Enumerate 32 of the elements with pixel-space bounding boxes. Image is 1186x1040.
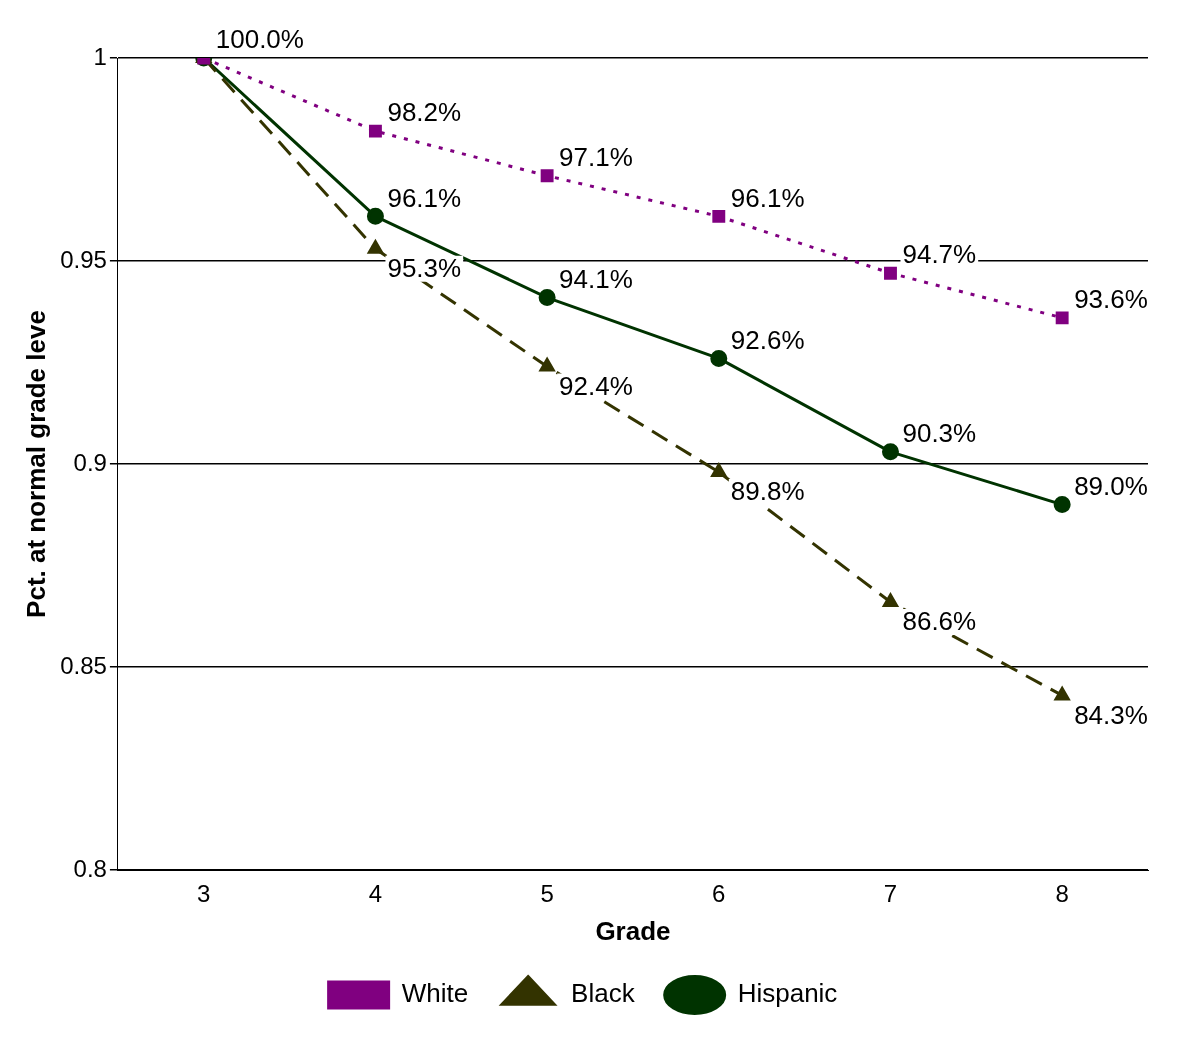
data-label: 92.6% — [730, 324, 805, 355]
x-tick-label: 8 — [1055, 880, 1069, 908]
y-tick-label: 0.9 — [73, 448, 107, 476]
data-label: 97.1% — [559, 141, 633, 172]
legend-label: Hispanic — [737, 978, 838, 1009]
data-label: 96.1% — [387, 182, 462, 213]
x-tick-label: 4 — [368, 880, 383, 908]
x-tick-label: 7 — [883, 880, 898, 908]
y-tick-label: 0.8 — [73, 854, 107, 882]
data-label: 93.6% — [1074, 284, 1148, 315]
data-label: 94.1% — [559, 263, 633, 294]
data-label: 95.3% — [387, 252, 462, 283]
legend-label: Black — [571, 978, 636, 1009]
data-label: 89.0% — [1074, 470, 1148, 501]
y-axis-title: Pct. at normal grade leve — [20, 310, 51, 618]
x-tick-label: 3 — [197, 880, 211, 908]
data-label: 96.1% — [730, 182, 805, 213]
data-label: 94.7% — [902, 239, 977, 270]
x-tick-label: 6 — [712, 880, 726, 908]
data-label: 92.4% — [559, 370, 633, 401]
data-label: 89.8% — [730, 476, 805, 507]
x-axis-title: Grade — [595, 915, 671, 946]
y-tick-label: 1 — [93, 42, 107, 70]
data-label: 98.2% — [387, 97, 462, 128]
data-label: 84.3% — [1074, 699, 1148, 730]
data-label: 90.3% — [902, 417, 977, 448]
data-label: 100.0% — [215, 24, 304, 55]
y-tick-label: 0.95 — [60, 245, 107, 273]
x-tick-label: 5 — [540, 880, 554, 908]
y-tick-label: 0.85 — [60, 651, 107, 679]
data-label: 86.6% — [902, 606, 977, 637]
legend-label: White — [401, 978, 469, 1009]
